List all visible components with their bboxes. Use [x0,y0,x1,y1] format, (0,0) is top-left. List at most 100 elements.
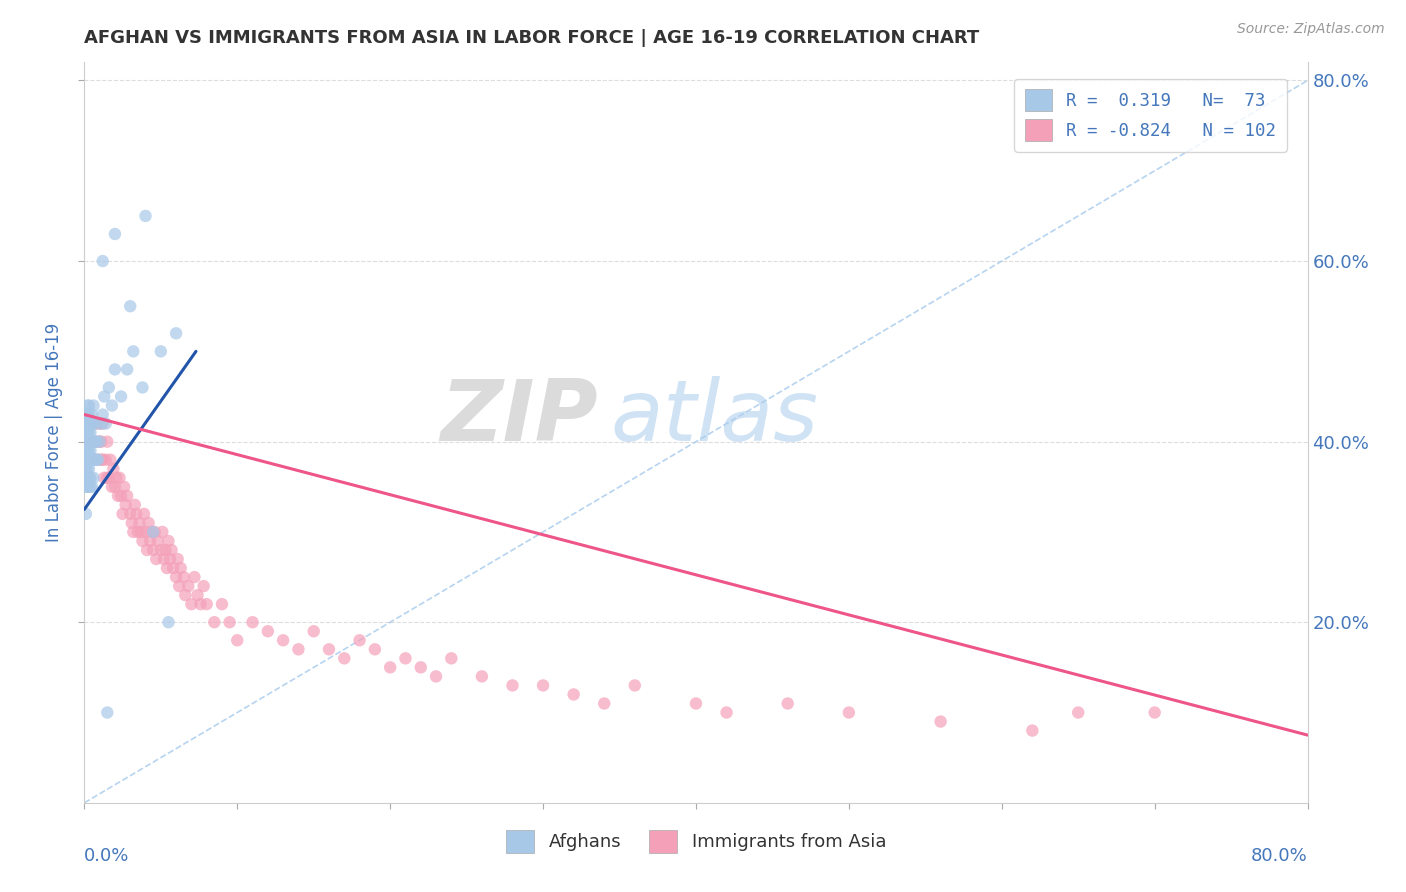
Point [90,434,112,449]
Point [929,714,952,729]
Point [79,471,101,485]
Point [76,452,98,467]
Point [122,344,145,359]
Point [104,227,127,241]
Point [131,380,153,394]
Point [440,651,463,665]
Point [685,697,707,711]
Point [94,417,117,431]
Point [174,588,197,602]
Point [318,642,340,657]
Point [76,461,98,475]
Point [77,471,100,485]
Point [160,543,183,558]
Point [124,498,146,512]
Point [114,498,136,512]
Point [105,471,128,485]
Point [394,651,416,665]
Point [110,489,132,503]
Point [101,480,124,494]
Point [165,326,187,341]
Point [107,489,129,503]
Point [79,434,101,449]
Point [77,461,100,475]
Point [409,660,432,674]
Point [776,697,799,711]
Point [80,434,103,449]
Point [93,471,115,485]
Point [86,417,108,431]
Point [128,516,150,530]
Point [349,633,371,648]
Point [142,524,165,539]
Point [83,399,105,413]
Point [98,452,121,467]
Point [76,443,98,458]
Point [86,434,108,449]
Point [173,570,195,584]
Text: ZIP: ZIP [440,376,598,459]
Point [177,579,200,593]
Point [80,408,103,422]
Text: 80.0%: 80.0% [1251,847,1308,865]
Point [143,524,166,539]
Point [195,597,218,611]
Point [838,706,860,720]
Point [145,552,167,566]
Point [271,633,294,648]
Point [79,452,101,467]
Point [76,425,98,440]
Text: atlas: atlas [610,376,818,459]
Point [75,408,97,422]
Point [94,452,117,467]
Point [471,669,494,683]
Point [77,452,100,467]
Point [183,570,205,584]
Point [162,561,184,575]
Point [115,362,138,376]
Point [103,461,125,475]
Point [86,434,108,449]
Point [77,434,100,449]
Point [167,579,190,593]
Point [1021,723,1043,738]
Text: Source: ZipAtlas.com: Source: ZipAtlas.com [1237,22,1385,37]
Point [97,380,120,394]
Point [79,425,101,440]
Point [76,399,98,413]
Point [593,697,616,711]
Point [115,489,138,503]
Point [502,678,524,692]
Point [76,480,98,494]
Point [96,434,118,449]
Point [76,408,98,422]
Legend: Afghans, Immigrants from Asia: Afghans, Immigrants from Asia [498,822,894,861]
Point [75,425,97,440]
Point [76,434,98,449]
Point [155,543,177,558]
Point [226,633,249,648]
Point [425,669,447,683]
Point [77,480,100,494]
Point [83,452,105,467]
Point [242,615,264,630]
Point [90,417,112,431]
Point [131,533,153,548]
Point [127,524,149,539]
Point [170,561,193,575]
Point [257,624,280,639]
Point [211,597,233,611]
Point [86,452,108,467]
Point [79,434,101,449]
Point [80,480,103,494]
Point [153,552,176,566]
Point [93,390,115,404]
Point [135,524,157,539]
Point [125,507,148,521]
Point [77,399,100,413]
Point [79,480,101,494]
Point [159,552,181,566]
Point [84,452,107,467]
Point [79,417,101,431]
Point [186,588,208,602]
